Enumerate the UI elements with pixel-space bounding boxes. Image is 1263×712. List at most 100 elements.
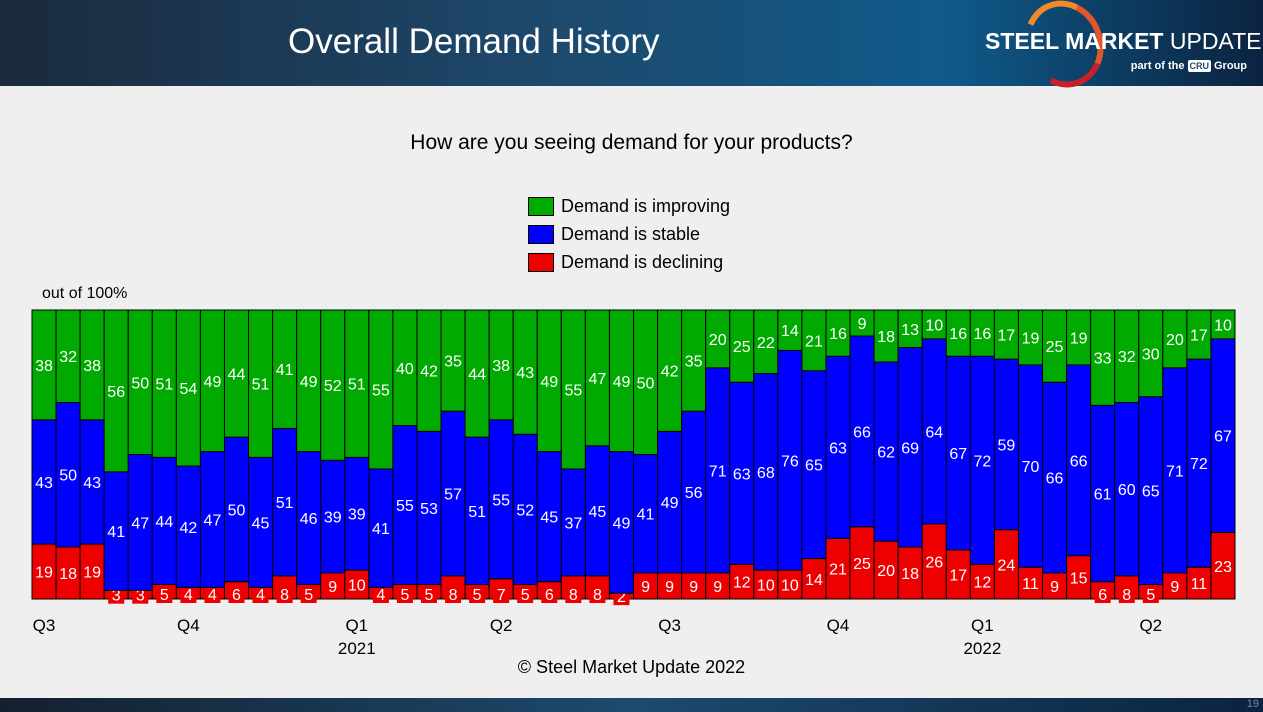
data-label-bg xyxy=(156,585,173,603)
bar-stable xyxy=(921,338,947,525)
data-label-declining: 18 xyxy=(59,566,77,583)
data-label-declining: 5 xyxy=(473,587,482,604)
data-label-stable: 59 xyxy=(998,437,1016,454)
data-label-declining: 5 xyxy=(1146,587,1155,604)
bar-improving xyxy=(825,309,851,357)
data-label-improving: 19 xyxy=(1070,330,1088,347)
bar-improving xyxy=(873,309,899,363)
bar-declining xyxy=(1210,532,1236,600)
chart-title: How are you seeing demand for your produ… xyxy=(410,131,853,154)
bar-improving xyxy=(1042,309,1068,383)
data-label-declining: 25 xyxy=(853,556,871,573)
legend-swatch-improving xyxy=(528,196,554,216)
data-label-improving: 56 xyxy=(107,384,125,401)
data-label-declining: 4 xyxy=(376,587,385,604)
data-label-declining: 19 xyxy=(83,565,101,582)
data-label-stable: 76 xyxy=(781,453,799,470)
x-tick-label: Q3 xyxy=(658,616,681,635)
bar-stable xyxy=(464,436,490,586)
data-label-bg xyxy=(372,585,389,603)
data-label-improving: 13 xyxy=(901,322,919,339)
data-label-stable: 71 xyxy=(1166,463,1184,480)
data-label-stable: 43 xyxy=(35,475,53,492)
data-label-stable: 52 xyxy=(516,502,534,519)
data-label-stable: 37 xyxy=(564,515,582,532)
data-label-declining: 8 xyxy=(449,587,458,604)
data-label-declining: 4 xyxy=(184,587,193,604)
bar-declining xyxy=(825,537,851,600)
bar-stable xyxy=(368,468,394,588)
bar-stable xyxy=(777,349,803,571)
bar-stable xyxy=(320,459,346,574)
data-label-declining: 18 xyxy=(901,566,919,583)
data-label-improving: 49 xyxy=(300,374,318,391)
data-label-declining: 6 xyxy=(1098,587,1107,604)
data-label-stable: 65 xyxy=(1142,484,1160,501)
page-number: 19 xyxy=(1246,698,1259,710)
data-label-improving: 32 xyxy=(59,349,77,366)
data-label-stable: 66 xyxy=(1046,471,1064,488)
bar-improving xyxy=(849,309,875,337)
data-label-improving: 16 xyxy=(829,326,847,343)
legend-item-stable: Demand is stable xyxy=(528,220,730,248)
data-label-declining: 14 xyxy=(805,572,823,589)
bar-improving xyxy=(705,309,731,369)
bar-declining xyxy=(31,543,57,600)
data-label-declining: 3 xyxy=(112,588,121,605)
data-label-declining: 11 xyxy=(1191,576,1208,593)
x-tick-label: Q4 xyxy=(177,616,200,635)
data-label-bg xyxy=(493,585,510,603)
bar-stable xyxy=(1114,401,1140,577)
bar-stable xyxy=(969,355,995,565)
data-label-declining: 15 xyxy=(1070,570,1088,587)
bar-improving xyxy=(608,309,635,453)
bar-improving xyxy=(777,309,803,351)
bar-stable xyxy=(608,451,635,594)
data-label-bg xyxy=(228,585,245,603)
bar-stable xyxy=(272,427,298,577)
data-label-stable: 63 xyxy=(829,440,847,457)
bar-stable xyxy=(440,410,466,577)
data-label-improving: 51 xyxy=(348,377,366,394)
data-label-improving: 22 xyxy=(757,335,775,352)
bar-improving xyxy=(1017,309,1044,366)
x-tick-label: Q2 xyxy=(490,616,513,635)
data-label-declining: 6 xyxy=(232,587,241,604)
data-label-stable: 72 xyxy=(1190,456,1208,473)
data-label-stable: 49 xyxy=(661,495,679,512)
data-label-bg xyxy=(469,585,486,603)
data-label-improving: 41 xyxy=(276,362,294,379)
bar-improving xyxy=(31,309,57,421)
data-label-stable: 66 xyxy=(853,424,871,441)
data-label-improving: 25 xyxy=(733,339,751,356)
data-label-improving: 14 xyxy=(781,323,799,340)
data-label-improving: 55 xyxy=(564,382,582,399)
data-label-improving: 18 xyxy=(877,329,895,346)
bar-declining xyxy=(969,563,995,600)
data-label-stable: 57 xyxy=(444,487,462,504)
bar-improving xyxy=(103,309,129,473)
data-label-improving: 20 xyxy=(1166,332,1184,349)
copyright: © Steel Market Update 2022 xyxy=(517,657,746,677)
data-label-stable: 69 xyxy=(901,440,919,457)
bar-improving xyxy=(921,309,947,340)
data-label-improving: 25 xyxy=(1046,339,1064,356)
bar-stable xyxy=(1210,338,1236,534)
x-tick-label: Q3 xyxy=(33,616,56,635)
data-label-stable: 64 xyxy=(925,424,943,441)
data-label-declining: 6 xyxy=(545,587,554,604)
data-label-bg xyxy=(589,585,606,603)
data-label-improving: 50 xyxy=(637,375,655,392)
data-label-stable: 43 xyxy=(83,475,101,492)
data-label-stable: 51 xyxy=(468,504,486,521)
bar-stable xyxy=(248,456,274,588)
data-label-stable: 47 xyxy=(131,515,149,532)
data-label-declining: 8 xyxy=(593,587,602,604)
data-label-improving: 33 xyxy=(1094,351,1112,368)
data-label-stable: 53 xyxy=(420,501,438,518)
data-label-declining: 9 xyxy=(1170,579,1179,596)
data-label-bg xyxy=(517,585,534,603)
data-label-declining: 5 xyxy=(425,587,434,604)
data-label-stable: 70 xyxy=(1022,459,1040,476)
data-label-improving: 47 xyxy=(589,371,607,388)
